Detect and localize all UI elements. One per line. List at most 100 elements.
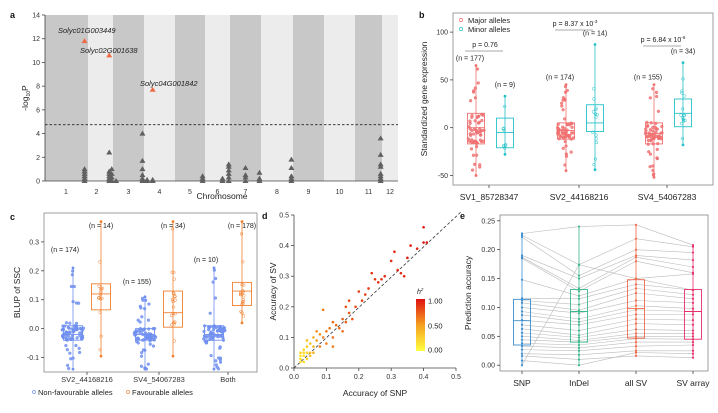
- data-point: [215, 334, 219, 338]
- snp-marker: [377, 151, 384, 157]
- data-point: [140, 315, 144, 319]
- data-point: [242, 283, 246, 287]
- panel-label-a: a: [10, 10, 16, 20]
- data-point: [325, 329, 328, 333]
- data-point: [422, 241, 425, 244]
- p-value-label: p = 8.37 x 10-3: [553, 19, 598, 28]
- y-tick-label: 100: [436, 30, 448, 37]
- legend-label: Major alleles: [468, 16, 510, 25]
- data-point: [634, 260, 638, 263]
- chromosome-band: [45, 15, 88, 181]
- snp-marker: [139, 172, 146, 178]
- data-point: [591, 130, 595, 134]
- data-point: [171, 291, 176, 295]
- data-point: [577, 346, 581, 349]
- panel-label-b: b: [419, 10, 425, 20]
- data-point: [520, 297, 524, 300]
- snp-marker: [288, 173, 295, 179]
- data-point: [98, 292, 103, 297]
- snp-marker: [139, 166, 146, 172]
- data-point: [354, 305, 357, 309]
- data-point: [577, 341, 581, 344]
- data-point: [657, 136, 661, 140]
- data-point: [399, 271, 403, 275]
- data-point: [213, 296, 218, 300]
- legend-marker: [459, 27, 463, 31]
- data-point: [477, 114, 481, 118]
- sample-size-label: (n = 174): [546, 75, 574, 82]
- data-point: [351, 317, 354, 321]
- data-point: [302, 360, 306, 364]
- data-point: [305, 339, 309, 342]
- data-point: [347, 299, 351, 302]
- sample-size-label: (n = 10): [194, 257, 218, 264]
- data-point: [170, 227, 175, 231]
- data-point: [594, 107, 598, 112]
- data-point: [328, 326, 331, 330]
- data-point: [634, 317, 638, 321]
- data-point: [76, 301, 81, 305]
- data-point: [202, 329, 206, 334]
- data-point: [65, 348, 70, 352]
- data-point: [380, 277, 383, 281]
- data-point: [634, 341, 638, 344]
- data-point: [655, 147, 659, 152]
- x-tick-label: Both: [220, 375, 235, 384]
- significant-marker: [149, 86, 156, 92]
- data-point: [577, 323, 581, 326]
- data-point: [648, 134, 652, 138]
- data-point: [468, 132, 472, 136]
- legend-marker: [459, 18, 463, 22]
- data-point: [520, 354, 524, 358]
- data-point: [312, 345, 315, 348]
- data-point: [592, 162, 596, 167]
- data-point: [305, 345, 309, 348]
- data-point: [140, 296, 145, 301]
- sample-size-label: (n = 14): [89, 223, 113, 230]
- y-tick-label: 0.1: [29, 297, 39, 304]
- x-tick-label: 0.2: [354, 374, 364, 381]
- y-axis-label: Accuracy of SV: [268, 262, 278, 320]
- data-point: [219, 330, 224, 334]
- data-point: [520, 310, 524, 313]
- sample-size-label: (n = 174): [51, 247, 79, 254]
- data-point: [138, 331, 142, 335]
- data-point: [680, 136, 685, 141]
- data-point: [577, 349, 581, 352]
- data-point: [648, 152, 653, 156]
- snp-marker: [256, 169, 263, 175]
- data-point: [691, 332, 695, 335]
- data-point: [331, 320, 335, 324]
- data-point: [564, 169, 568, 173]
- data-point: [373, 277, 377, 281]
- data-point: [139, 306, 143, 310]
- data-point: [691, 265, 695, 269]
- data-point: [654, 90, 659, 95]
- data-point: [147, 302, 151, 306]
- data-point: [691, 313, 695, 316]
- data-point: [520, 319, 524, 322]
- data-point: [577, 277, 581, 280]
- data-point: [318, 333, 322, 336]
- data-point: [646, 138, 650, 143]
- y-tick-label: 8: [36, 84, 40, 91]
- data-point: [520, 278, 524, 281]
- data-point: [302, 354, 306, 358]
- y-axis-label: -log10P: [20, 85, 32, 111]
- data-point: [363, 293, 367, 296]
- data-point: [305, 351, 309, 355]
- data-point: [215, 329, 220, 333]
- data-point: [211, 327, 216, 332]
- snp-marker: [81, 166, 88, 172]
- data-point: [139, 364, 144, 368]
- paired-line: [521, 300, 694, 314]
- snp-marker: [108, 170, 115, 176]
- data-point: [469, 140, 474, 144]
- box: [91, 283, 111, 311]
- snp-marker: [108, 178, 115, 183]
- x-tick-label: 2: [95, 189, 99, 196]
- data-point: [655, 157, 659, 161]
- paired-line: [521, 264, 694, 366]
- data-point: [577, 294, 581, 297]
- paired-line: [521, 258, 694, 292]
